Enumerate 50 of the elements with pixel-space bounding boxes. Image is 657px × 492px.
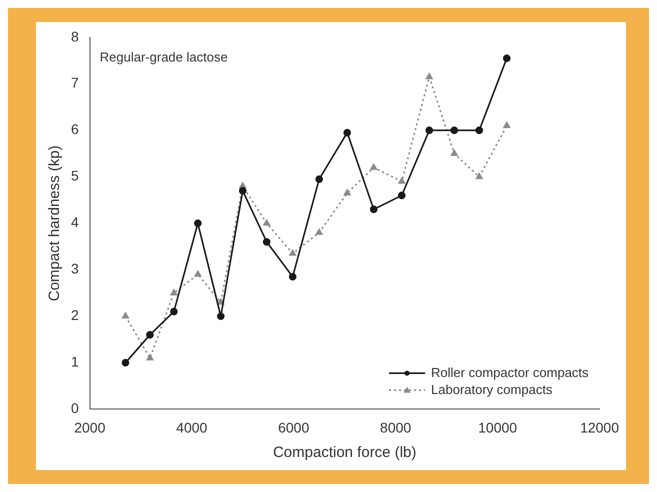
point [426, 73, 433, 80]
point [450, 126, 458, 134]
point [146, 331, 154, 339]
legend-label: Roller compactor compacts [431, 364, 590, 380]
x-tick-label: 6000 [278, 419, 310, 436]
y-tick-label: 0 [70, 400, 79, 416]
point [122, 358, 130, 367]
x-tick-label: 4000 [176, 419, 208, 436]
point [170, 308, 178, 316]
annotation: Regular-grade lactose [100, 49, 228, 64]
point [315, 175, 323, 183]
point [170, 289, 178, 296]
point [216, 312, 225, 320]
y-tick-label: 2 [70, 307, 79, 324]
x-axis-title: Compaction force (lb) [272, 444, 416, 462]
point [238, 186, 247, 195]
point [370, 164, 378, 170]
y-tick-label: 5 [70, 168, 79, 184]
y-axis-title: Compact hardness (kp) [46, 145, 64, 302]
y-tick-label: 8 [70, 28, 79, 44]
point [370, 206, 378, 214]
point [122, 312, 129, 319]
x-tick-label: 10000 [478, 419, 518, 436]
legend-label: Laboratory compacts [431, 382, 553, 397]
point [194, 270, 202, 277]
point [262, 238, 270, 246]
y-tick-label: 7 [70, 74, 79, 91]
x-tick-label: 2000 [74, 419, 106, 436]
point [289, 250, 296, 256]
point [343, 128, 352, 136]
y-tick-label: 4 [70, 214, 79, 230]
x-tick-label: 8000 [380, 419, 412, 436]
point [146, 354, 154, 360]
point [194, 220, 202, 228]
point [263, 220, 270, 226]
point [475, 126, 484, 134]
point [503, 122, 510, 128]
y-tick-label: 3 [70, 260, 79, 277]
point [425, 126, 434, 134]
point [316, 228, 323, 235]
point [476, 173, 483, 180]
point [450, 150, 458, 156]
point [502, 54, 511, 62]
y-tick-label: 1 [70, 354, 79, 370]
point [288, 272, 296, 281]
point [398, 178, 406, 184]
x-tick-label: 12000 [580, 419, 620, 436]
point [344, 189, 351, 196]
y-tick-label: 6 [70, 121, 79, 138]
point [398, 192, 406, 200]
